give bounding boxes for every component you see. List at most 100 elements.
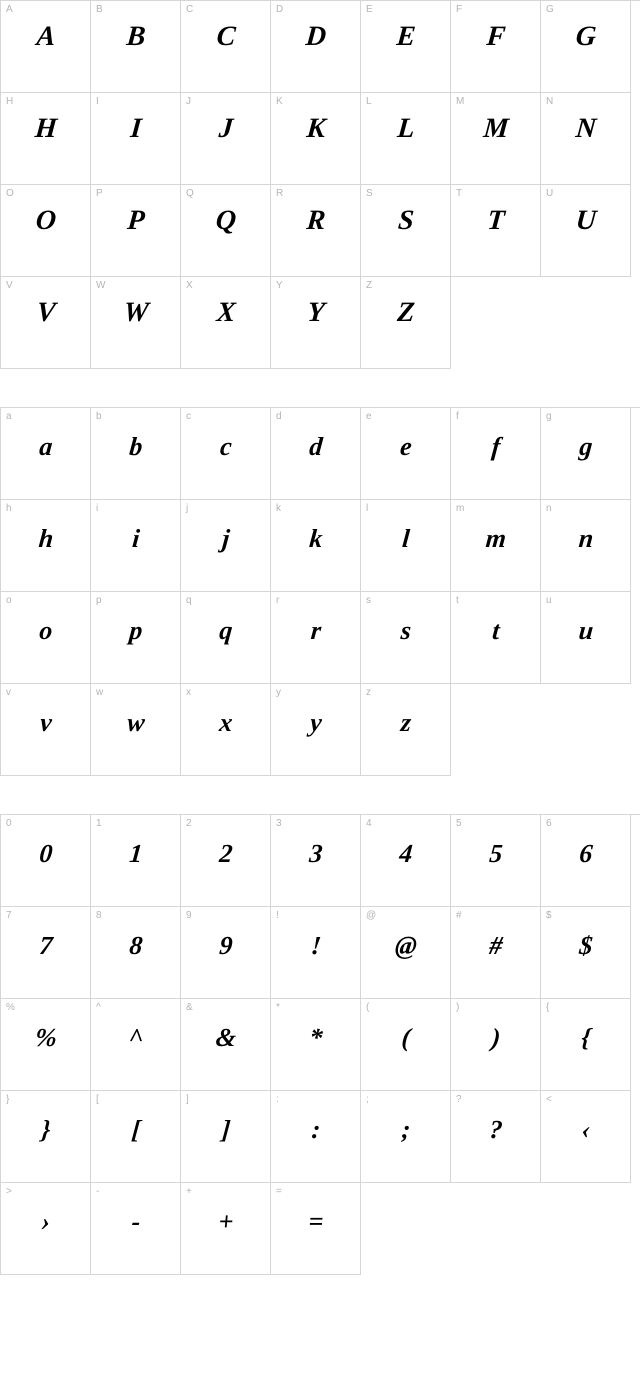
glyph-cell: 77 [1, 907, 91, 999]
cell-label: f [456, 411, 459, 422]
glyph-cell: 00 [1, 815, 91, 907]
glyph-cell: YY [271, 277, 361, 369]
glyph-cell: ## [451, 907, 541, 999]
glyph-display: ^ [90, 1025, 181, 1051]
glyph-display: t [450, 618, 541, 644]
glyph-cell: cc [181, 408, 271, 500]
glyph-display: 5 [450, 841, 541, 867]
glyph-display: v [0, 710, 91, 736]
cell-label: & [186, 1002, 193, 1013]
cell-label: ] [186, 1094, 189, 1105]
cell-label: L [366, 96, 372, 107]
glyph-cell: RR [271, 185, 361, 277]
glyph-cell: xx [181, 684, 271, 776]
glyph-cell: ss [361, 592, 451, 684]
cell-label: E [366, 4, 373, 15]
cell-label: + [186, 1186, 192, 1197]
glyph-display: # [450, 933, 541, 959]
cell-label: 1 [96, 818, 102, 829]
glyph-cell: !! [271, 907, 361, 999]
glyph-display: @ [360, 933, 451, 959]
cell-label: } [6, 1094, 9, 1105]
cell-label: O [6, 188, 14, 199]
glyph-cell: >› [1, 1183, 91, 1275]
glyph-cell: CC [181, 1, 271, 93]
cell-label: q [186, 595, 192, 606]
glyph-cell: AA [1, 1, 91, 93]
glyph-cell: ll [361, 500, 451, 592]
glyph-cell: nn [541, 500, 631, 592]
section-symbols: 00112233445566778899!!@@##$$%%^^&&**(())… [0, 814, 640, 1275]
glyph-cell: EE [361, 1, 451, 93]
glyph-display: % [0, 1025, 91, 1051]
cell-label: c [186, 411, 191, 422]
glyph-display: Y [270, 299, 361, 327]
glyph-cell: pp [91, 592, 181, 684]
glyph-display: W [90, 299, 181, 327]
glyph-display: ; [360, 1117, 451, 1143]
glyph-display: ] [180, 1117, 271, 1143]
glyph-cell: -- [91, 1183, 181, 1275]
glyph-display: : [270, 1117, 361, 1143]
cell-label: y [276, 687, 281, 698]
glyph-cell: SS [361, 185, 451, 277]
glyph-display: $ [540, 933, 631, 959]
glyph-cell: ^^ [91, 999, 181, 1091]
glyph-display: s [360, 618, 451, 644]
glyph-grid: AABBCCDDEEFFGGHHIIJJKKLLMMNNOOPPQQRRSSTT… [0, 0, 640, 369]
glyph-cell: 55 [451, 815, 541, 907]
cell-label: ( [366, 1002, 369, 1013]
glyph-display: n [540, 526, 631, 552]
cell-label: T [456, 188, 462, 199]
character-map-container: AABBCCDDEEFFGGHHIIJJKKLLMMNNOOPPQQRRSSTT… [0, 0, 640, 1275]
glyph-display: 9 [180, 933, 271, 959]
glyph-display: 3 [270, 841, 361, 867]
cell-label: : [276, 1094, 279, 1105]
glyph-display: F [450, 23, 541, 51]
cell-label: 5 [456, 818, 462, 829]
cell-label: S [366, 188, 373, 199]
glyph-cell: HH [1, 93, 91, 185]
glyph-display: N [540, 115, 631, 143]
cell-label: H [6, 96, 13, 107]
glyph-cell: && [181, 999, 271, 1091]
glyph-display: Q [180, 207, 271, 235]
glyph-display: O [0, 207, 91, 235]
glyph-grid: 00112233445566778899!!@@##$$%%^^&&**(())… [0, 814, 640, 1275]
glyph-cell: aa [1, 408, 91, 500]
cell-label: [ [96, 1094, 99, 1105]
cell-label: e [366, 411, 372, 422]
glyph-cell: }} [1, 1091, 91, 1183]
cell-label: k [276, 503, 281, 514]
empty-cell [451, 684, 541, 776]
glyph-cell: 44 [361, 815, 451, 907]
glyph-cell: tt [451, 592, 541, 684]
cell-label: i [96, 503, 98, 514]
glyph-display: w [90, 710, 181, 736]
empty-cell [541, 277, 631, 369]
glyph-display: 8 [90, 933, 181, 959]
glyph-grid: aabbccddeeffgghhiijjkkllmmnnooppqqrrsstt… [0, 407, 640, 776]
glyph-display: i [90, 526, 181, 552]
cell-label: * [276, 1002, 280, 1013]
glyph-cell: jj [181, 500, 271, 592]
cell-label: a [6, 411, 12, 422]
glyph-cell: GG [541, 1, 631, 93]
cell-label: t [456, 595, 459, 606]
glyph-display: d [270, 434, 361, 460]
glyph-display: S [360, 207, 451, 235]
cell-label: w [96, 687, 103, 698]
cell-label: 3 [276, 818, 282, 829]
glyph-display: U [540, 207, 631, 235]
glyph-display: + [180, 1209, 271, 1235]
cell-label: R [276, 188, 283, 199]
glyph-cell: hh [1, 500, 91, 592]
glyph-cell: NN [541, 93, 631, 185]
cell-label: M [456, 96, 464, 107]
glyph-display: - [90, 1209, 181, 1235]
glyph-cell: UU [541, 185, 631, 277]
glyph-display: ) [450, 1025, 541, 1051]
cell-label: Y [276, 280, 283, 291]
glyph-display: [ [90, 1117, 181, 1143]
glyph-display: b [90, 434, 181, 460]
